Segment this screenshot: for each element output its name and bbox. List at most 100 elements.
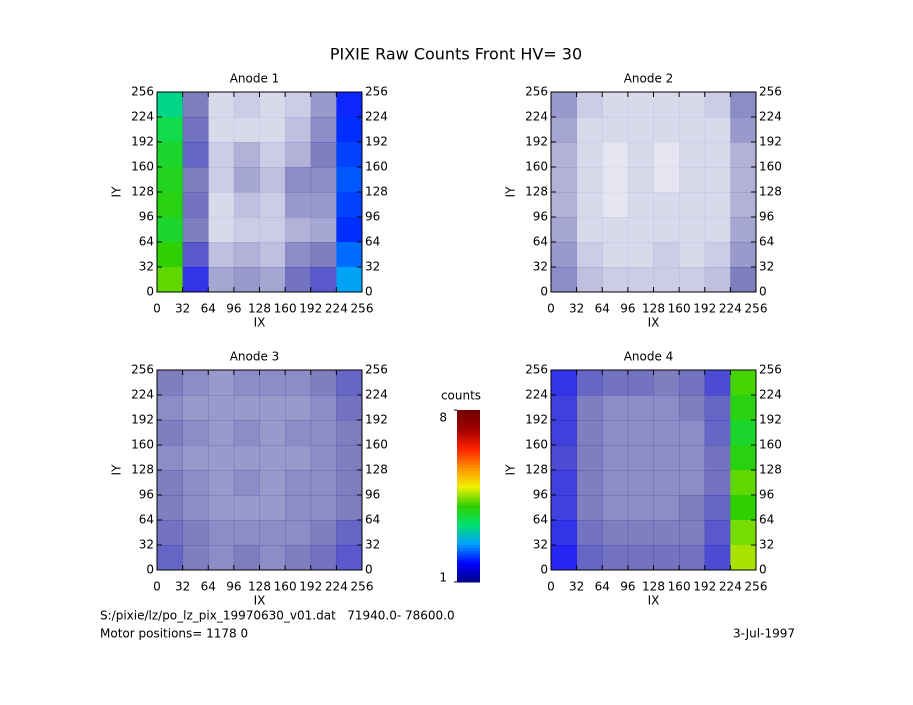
heatmap-cell bbox=[602, 420, 629, 446]
y2-tick-label: 192 bbox=[759, 135, 782, 149]
heatmap-cell bbox=[602, 495, 629, 521]
heatmap-cell bbox=[576, 267, 603, 293]
heatmap-cell bbox=[679, 242, 706, 268]
heatmap-cell bbox=[336, 445, 363, 471]
heatmap-cell bbox=[602, 142, 629, 168]
heatmap-cell bbox=[336, 192, 363, 218]
heatmap-cell bbox=[653, 142, 680, 168]
heatmap-cell bbox=[310, 470, 337, 496]
heatmap-cell bbox=[208, 92, 235, 118]
heatmap-cell bbox=[704, 267, 731, 293]
colorbar-segment bbox=[457, 455, 480, 460]
heatmap-cell bbox=[310, 142, 337, 168]
heatmap-cell bbox=[182, 117, 209, 143]
x-tick-label: 160 bbox=[668, 580, 691, 594]
heatmap-cell bbox=[627, 545, 654, 571]
heatmap-cell bbox=[285, 142, 312, 168]
heatmap-cell bbox=[730, 217, 757, 243]
heatmap-cell bbox=[157, 167, 183, 193]
heatmap-cell bbox=[208, 192, 235, 218]
heatmap-cell bbox=[704, 495, 731, 521]
colorbar-segment bbox=[457, 464, 480, 468]
colorbar-segment bbox=[457, 507, 480, 511]
heatmap-cell bbox=[704, 142, 731, 168]
heatmap-cell bbox=[336, 395, 363, 421]
heatmap-cell bbox=[730, 92, 757, 118]
colorbar-segment bbox=[457, 541, 480, 546]
heatmap-cell bbox=[233, 545, 260, 571]
heatmap-cell bbox=[653, 520, 680, 546]
y2-tick-label: 32 bbox=[759, 260, 774, 274]
colorbar-segment bbox=[457, 501, 480, 506]
x-tick-label: 128 bbox=[642, 302, 665, 316]
heatmap-cell bbox=[285, 92, 312, 118]
heatmap-cell bbox=[551, 445, 577, 471]
heatmap-cell bbox=[182, 92, 209, 118]
y-axis-label: IY bbox=[504, 186, 518, 198]
heatmap-cell bbox=[730, 470, 757, 496]
heatmap-cell bbox=[679, 117, 706, 143]
x-tick-label: 0 bbox=[153, 580, 161, 594]
heatmap-cell bbox=[336, 495, 363, 521]
heatmap-cell bbox=[576, 445, 603, 471]
heatmap-cell bbox=[208, 495, 235, 521]
motor-info: Motor positions= 1178 0 bbox=[100, 627, 248, 641]
heatmap-cell bbox=[208, 242, 235, 268]
y-axis-label: IY bbox=[110, 186, 124, 198]
heatmap-cell bbox=[730, 495, 757, 521]
heatmap-cell bbox=[233, 117, 260, 143]
x-tick-label: 32 bbox=[569, 580, 584, 594]
y-tick-label: 256 bbox=[525, 85, 548, 99]
heatmap-cell bbox=[653, 92, 680, 118]
x-axis-label: IX bbox=[254, 316, 266, 330]
heatmap-cell bbox=[208, 142, 235, 168]
heatmap-cell bbox=[627, 470, 654, 496]
heatmap-cell bbox=[679, 192, 706, 218]
colorbar-segment bbox=[457, 579, 480, 583]
heatmap-cell bbox=[310, 395, 337, 421]
heatmap-cell bbox=[679, 142, 706, 168]
colorbar-segment bbox=[457, 530, 480, 534]
heatmap-cell bbox=[233, 167, 260, 193]
heatmap-cell bbox=[653, 267, 680, 293]
y-tick-label: 0 bbox=[146, 563, 154, 577]
y2-tick-label: 224 bbox=[365, 110, 388, 124]
heatmap-cell bbox=[259, 92, 286, 118]
heatmap-cell bbox=[259, 395, 286, 421]
colorbar-segment bbox=[457, 415, 480, 420]
heatmap-cell bbox=[233, 445, 260, 471]
heatmap-cell bbox=[551, 395, 577, 421]
heatmap-cell bbox=[704, 242, 731, 268]
heatmap-cell bbox=[233, 495, 260, 521]
heatmap-cell bbox=[157, 370, 183, 396]
colorbar-segment bbox=[457, 504, 480, 508]
heatmap-cell bbox=[653, 395, 680, 421]
y2-tick-label: 192 bbox=[759, 413, 782, 427]
y-tick-label: 128 bbox=[525, 463, 548, 477]
x-tick-label: 96 bbox=[226, 580, 241, 594]
heatmap-cell bbox=[285, 470, 312, 496]
heatmap-cell bbox=[551, 142, 577, 168]
heatmap-cell bbox=[208, 167, 235, 193]
y-tick-label: 96 bbox=[533, 488, 548, 502]
heatmap-cell bbox=[653, 167, 680, 193]
colorbar-segment bbox=[457, 490, 480, 494]
heatmap-cell bbox=[157, 117, 183, 143]
heatmap-cell bbox=[285, 445, 312, 471]
y-tick-label: 64 bbox=[533, 235, 548, 249]
heatmap-cell bbox=[679, 520, 706, 546]
heatmap-cell bbox=[576, 395, 603, 421]
heatmap-cell bbox=[627, 395, 654, 421]
colorbar-segment bbox=[457, 478, 480, 483]
y2-tick-label: 224 bbox=[759, 110, 782, 124]
y-tick-label: 192 bbox=[131, 135, 154, 149]
x-tick-label: 96 bbox=[620, 302, 635, 316]
heatmap-cell bbox=[730, 267, 757, 293]
heatmap-cell bbox=[627, 420, 654, 446]
y-tick-label: 128 bbox=[525, 185, 548, 199]
heatmap-cell bbox=[157, 192, 183, 218]
heatmap-cell bbox=[551, 267, 577, 293]
y-tick-label: 96 bbox=[139, 210, 154, 224]
heatmap-cell bbox=[157, 242, 183, 268]
